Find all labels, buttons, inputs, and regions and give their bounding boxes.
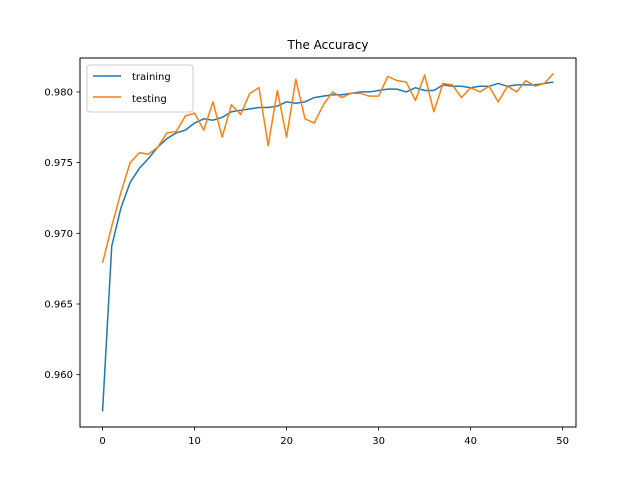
y-tick-label: 0.975 [44,158,73,169]
y-axis: 0.960 0.965 0.970 0.975 0.980 [44,87,80,381]
legend-training-label: training [132,72,171,83]
plot-area [101,73,554,412]
testing-line [101,73,554,264]
x-tick-label: 10 [188,436,201,447]
y-tick-label: 0.965 [44,300,73,311]
chart-title: The Accuracy [287,38,369,52]
x-tick-label: 40 [464,436,477,447]
axes-frame [79,57,577,428]
x-tick-label: 0 [99,436,105,447]
y-tick-label: 0.970 [44,229,73,240]
training-line [101,81,554,412]
legend: training testing [86,64,194,113]
x-tick-label: 30 [372,436,385,447]
legend-testing-label: testing [132,94,167,105]
x-axis: 0 10 20 30 40 50 [99,427,569,447]
x-tick-label: 50 [556,436,569,447]
y-tick-label: 0.980 [44,87,73,98]
x-tick-label: 20 [280,436,293,447]
y-tick-label: 0.960 [44,370,73,381]
